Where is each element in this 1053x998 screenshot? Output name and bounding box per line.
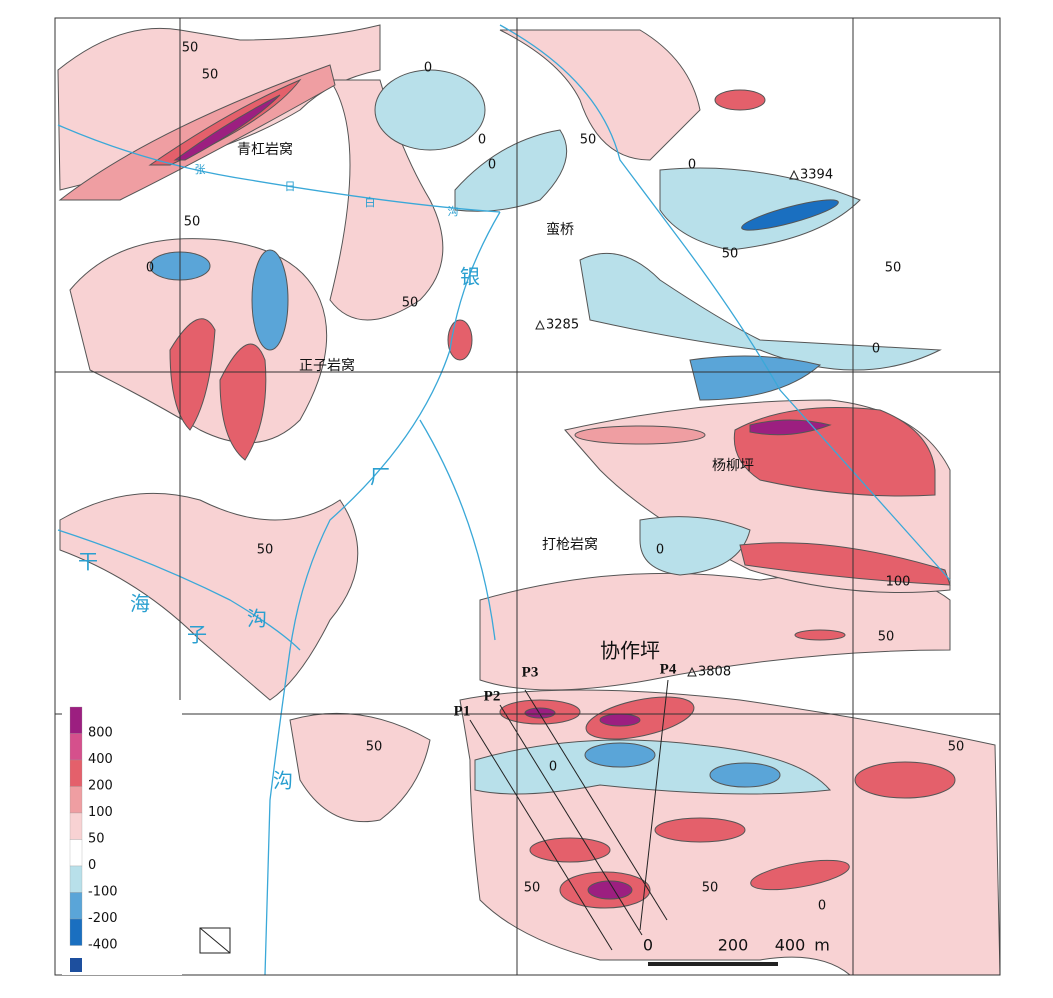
legend-swatch [69,918,83,946]
peak-label: 3808 [698,665,731,680]
legend-swatch [69,812,83,840]
river-label: 海 [130,592,150,616]
peak-label: 3394 [800,168,833,183]
grid [54,17,1001,976]
scale-unit: m [814,936,830,955]
place-name: 蛮桥 [546,221,574,238]
profile-label: P1 [454,703,471,719]
rivers [57,24,951,976]
river-label: 沟 [247,607,267,631]
legend-swatch [69,759,83,787]
legend-bottom [70,958,82,972]
contour-label: 0 [688,158,696,173]
river-label: 张 [195,163,206,176]
legend-label: 0 [88,858,96,873]
legend-label: 400 [88,752,113,767]
legend-label: 50 [88,832,105,847]
contour-label: 50 [202,68,219,83]
contour-label: 100 [886,575,911,590]
place-name: 正子岩窝 [299,357,355,374]
scale-label: 200 [718,936,749,955]
river-label: 沟 [273,769,293,793]
peak-label: 3285 [546,318,579,333]
legend-label: 800 [88,726,113,741]
contour-label: 0 [656,543,664,558]
contour-label: 50 [702,881,719,896]
legend-label: -200 [88,911,118,926]
legend-swatch [69,706,83,734]
contour-label: 0 [146,261,154,276]
place-name: 协作坪 [600,639,660,663]
place-name: 青杠岩窝 [237,141,293,158]
legend-label: 200 [88,779,113,794]
contour-label: 50 [366,740,383,755]
legend-swatch [69,733,83,761]
contour-label: 0 [478,133,486,148]
profile-label: P2 [484,688,501,704]
river-label: 日 [285,180,296,193]
profile-lines [469,679,669,951]
contour-label: 50 [878,630,895,645]
contour-label: 50 [722,247,739,262]
legend-label: -400 [88,938,118,953]
scale-bar [648,962,778,966]
river-label: 沟 [448,205,459,218]
contour-label: 0 [872,342,880,357]
contour-label: 0 [549,760,557,775]
contour-label: 50 [184,215,201,230]
contour-label: 50 [182,41,199,56]
contour-label: 50 [257,543,274,558]
contour-label: 50 [580,133,597,148]
scale-label: 0 [643,936,653,955]
peak-marker [687,666,697,677]
legend-swatch [69,786,83,814]
place-name: 杨柳坪 [712,457,754,474]
river-label: 白 [365,195,376,209]
river-label: 子 [187,623,207,647]
profile-label: P3 [522,664,539,680]
river-label: 干 [78,550,98,574]
contour-label: 0 [488,158,496,173]
contour-label: 50 [885,261,902,276]
legend-swatch [69,892,83,920]
anomaly-shapes [57,24,1001,976]
profile-key-line [199,927,231,954]
peak-marker [789,169,799,180]
peak-marker [535,319,545,330]
contour-label: 50 [402,296,419,311]
legend-swatch [69,839,83,867]
legend-swatch [69,865,83,893]
legend-label: 100 [88,805,113,820]
contour-label: 0 [818,899,826,914]
river-label: 厂 [370,465,390,489]
place-name: 打枪岩窝 [542,536,598,553]
river-label: 银 [460,265,480,289]
contour-label: 50 [524,881,541,896]
contour-label: 0 [424,61,432,76]
profile-label: P4 [660,661,677,677]
legend-label: -100 [88,885,118,900]
scale-label: 400 [775,936,806,955]
contour-label: 50 [948,740,965,755]
